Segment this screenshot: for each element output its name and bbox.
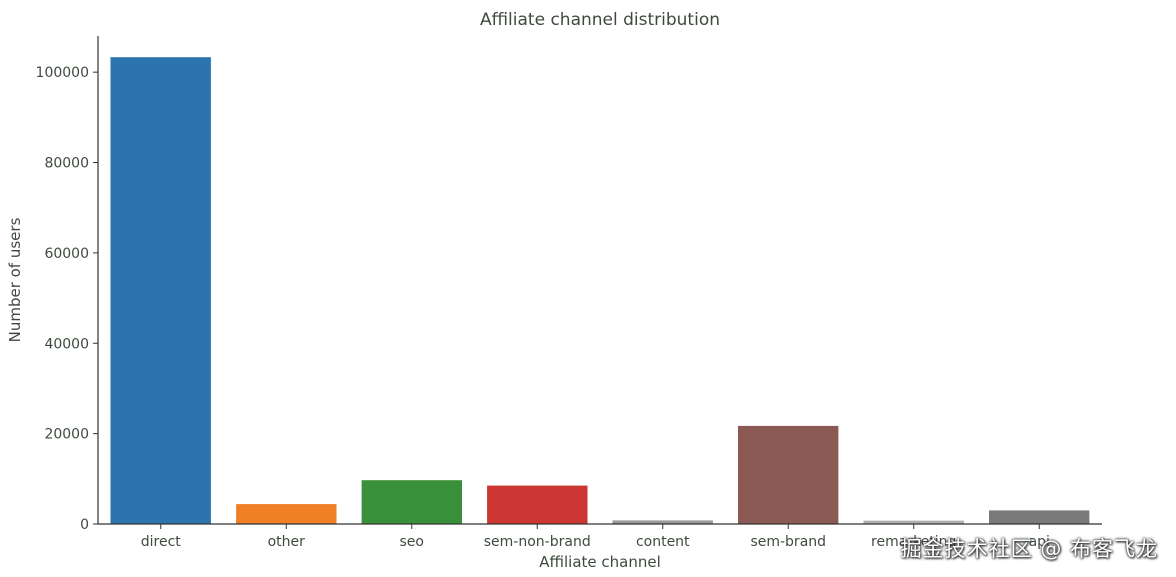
- bar-content: [612, 520, 713, 524]
- watermark-text: 掘金技术社区 @ 布客飞龙: [900, 537, 1158, 561]
- bar-remarketing: [863, 520, 964, 524]
- chart-title: Affiliate channel distribution: [480, 10, 720, 30]
- x-tick-label-sem-brand: sem-brand: [750, 534, 826, 550]
- y-axis-label: Number of users: [6, 217, 24, 342]
- bar-direct: [110, 57, 211, 524]
- plot-area: 0 20000 40000 60000 80000 100000 direct other se…: [36, 36, 1102, 550]
- bar-sem-non-brand: [487, 485, 588, 524]
- x-tick-label-content: content: [636, 534, 690, 550]
- y-tick-label: 0: [80, 517, 89, 533]
- y-tick-label: 60000: [44, 246, 89, 262]
- x-axis-label: Affiliate channel: [539, 553, 661, 571]
- bar-sem-brand: [738, 425, 839, 524]
- x-tick-label-remarketing: remarketing: [871, 534, 956, 550]
- y-tick-label: 40000: [44, 336, 89, 352]
- x-tick-label-api: api: [1029, 534, 1050, 550]
- bar-seo: [361, 480, 462, 524]
- x-tick-label-sem-non-brand: sem-non-brand: [484, 534, 591, 550]
- bar-other: [236, 504, 337, 524]
- x-tick-label-direct: direct: [141, 534, 182, 550]
- x-tick-label-other: other: [268, 534, 306, 550]
- x-tick-label-seo: seo: [400, 534, 424, 550]
- y-tick-label: 20000: [44, 427, 89, 443]
- y-tick-label: 100000: [36, 65, 89, 81]
- bar-api: [989, 510, 1090, 524]
- y-tick-label: 80000: [44, 156, 89, 172]
